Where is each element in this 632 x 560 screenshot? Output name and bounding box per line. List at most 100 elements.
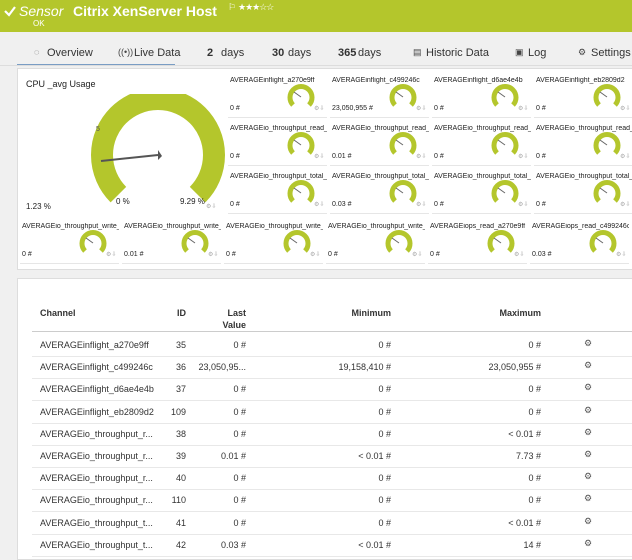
main-gauge — [91, 94, 225, 203]
channel-settings-icon[interactable]: ⚙ — [584, 537, 593, 548]
gauge-label: AVERAGEio_throughput_total_ — [230, 173, 327, 180]
channel-name: AVERAGEio_throughput_t... — [40, 517, 153, 528]
gauge-dial — [385, 230, 413, 253]
flag-icon[interactable]: ⚐ — [228, 2, 237, 12]
gauge-cell: AVERAGEio_throughput_total_ 0 # ⚙⇩ — [432, 169, 531, 214]
gauge-dial — [389, 84, 417, 107]
cell-value: 0 # — [233, 473, 246, 484]
channel-settings-icon[interactable]: ⚙ — [584, 471, 593, 482]
gauge-label: AVERAGEinflight_eb2809d2 — [536, 77, 625, 84]
channel-settings-icon[interactable]: ⚙ — [584, 515, 593, 526]
column-header[interactable]: Maximum — [499, 308, 541, 318]
cell-value: 0 # — [528, 495, 541, 506]
tab-label[interactable]: Historic Data — [426, 47, 489, 59]
channel-settings-icon[interactable]: ⚙ — [584, 338, 593, 348]
gauge-options: ⚙⇩ — [314, 154, 325, 160]
gauge-cell: AVERAGEio_throughput_write_ 0.01 # ⚙⇩ — [122, 219, 221, 264]
channel-settings-icon[interactable]: ⚙ — [584, 382, 593, 393]
channel-name: AVERAGEinflight_d6ae4e4b — [40, 384, 154, 395]
gauge-dial — [287, 84, 315, 107]
gauge-label: AVERAGEio_throughput_read_ — [434, 125, 531, 132]
gauge-value: 0 # — [22, 251, 32, 258]
gauge-value: 0 # — [536, 105, 546, 112]
gauge-dial — [593, 180, 621, 203]
tab-label[interactable]: days — [358, 47, 382, 59]
main-gauge-title: CPU _avg Usage — [26, 79, 96, 89]
cell-value: 0 # — [378, 428, 391, 439]
cell-value: 0 # — [528, 473, 541, 484]
column-header[interactable]: ID — [177, 308, 186, 318]
column-header[interactable]: Last Value — [222, 308, 246, 330]
gauge-dial — [79, 230, 107, 253]
cell-value: 0 # — [233, 340, 246, 350]
channel-settings-icon[interactable]: ⚙ — [584, 426, 593, 437]
gauge-cell: AVERAGEinflight_a270e9ff 0 # ⚙⇩ — [228, 73, 327, 118]
gauge-cell: AVERAGEio_throughput_total_ 0.03 # ⚙⇩ — [330, 169, 429, 214]
gauge-dial — [389, 132, 417, 155]
cell-value: < 0.01 # — [358, 539, 391, 550]
gauge-label: AVERAGEio_throughput_write_ — [226, 223, 323, 230]
column-header[interactable]: Minimum — [351, 308, 392, 318]
gauge-label: AVERAGEio_throughput_total_ — [332, 173, 429, 180]
gauge-value: 0 # — [434, 153, 444, 160]
gauge-options: ⚙⇩ — [518, 202, 529, 208]
tab-label[interactable]: 30 — [272, 47, 285, 59]
channel-settings-icon[interactable]: ⚙ — [584, 493, 593, 504]
table-row — [32, 467, 632, 491]
gauge-options: ⚙⇩ — [620, 154, 631, 160]
cell-value: 39 — [175, 451, 186, 461]
cell-value: 40 — [175, 473, 186, 484]
table-row — [32, 423, 632, 446]
table-row — [32, 378, 632, 402]
cell-value: 14 # — [523, 539, 541, 550]
channel-settings-icon[interactable]: ⚙ — [584, 404, 593, 415]
gauge-dial — [491, 132, 519, 155]
cell-value: 36 — [175, 362, 186, 373]
cell-value: 37 — [175, 384, 186, 395]
gauge-value: 0 # — [536, 201, 546, 208]
tab-label[interactable]: days — [221, 47, 245, 59]
tab-label[interactable]: Settings — [591, 47, 631, 59]
gauge-label: AVERAGEio_throughput_write_ — [328, 223, 425, 230]
cell-value: 109 — [170, 406, 186, 417]
gauge-options: ⚙⇩ — [412, 252, 423, 258]
gauge-cell: AVERAGEiops_read_c499246c 0.03 # ⚙⇩ — [530, 219, 629, 264]
priority-stars[interactable]: ★★★☆☆ — [238, 2, 274, 12]
status: OK — [33, 19, 45, 28]
gauge-value: 0 # — [328, 251, 338, 258]
channel-settings-icon[interactable]: ⚙ — [584, 360, 593, 371]
cell-value: 23,050,95... — [198, 362, 246, 373]
cell-value: < 0.01 # — [358, 451, 391, 461]
tab-label[interactable]: Live Data — [134, 47, 181, 59]
channel-settings-icon[interactable]: ⚙ — [584, 449, 593, 459]
gauge-options: ⚙⇩ — [314, 202, 325, 208]
tab-label[interactable]: 2 — [207, 47, 214, 59]
sensor-kind: Sensor — [19, 3, 64, 19]
gauge-cell: AVERAGEio_throughput_read_ 0.01 # ⚙⇩ — [330, 121, 429, 166]
column-header[interactable]: Channel — [40, 308, 76, 318]
cell-value: 0 # — [378, 384, 391, 395]
table-row — [32, 445, 632, 468]
cell-value: 0 # — [378, 340, 391, 350]
gauge-cell: AVERAGEio_throughput_total_ 0 # ⚙⇩ — [534, 169, 632, 214]
gauge-label: AVERAGEiops_read_c499246c — [532, 223, 629, 230]
tab-icon: ◌ — [34, 47, 40, 57]
cell-value: 23,050,955 # — [488, 362, 541, 373]
tab-label[interactable]: Log — [528, 47, 547, 59]
gauge-options: ⚙⇩ — [620, 202, 631, 208]
gauge-value: 23,050,955 # — [332, 105, 373, 112]
gauge-cell: AVERAGEiops_read_a270e9ff 0 # ⚙⇩ — [428, 219, 527, 264]
gauge-value: 0 # — [230, 201, 240, 208]
tab-label[interactable]: days — [288, 47, 312, 59]
tab-label[interactable]: 365 — [338, 47, 357, 59]
gauge-dial — [491, 180, 519, 203]
cell-value: 0 # — [528, 406, 541, 417]
cell-value: 7.73 # — [515, 451, 541, 461]
gauge-label: AVERAGEio_throughput_read_ — [230, 125, 327, 132]
check-icon — [4, 6, 16, 17]
gauge-label: AVERAGEinflight_c499246c — [332, 77, 420, 84]
table-row — [32, 356, 632, 380]
gauge-dial — [487, 230, 515, 253]
gauge-value: 0 # — [226, 251, 236, 258]
tab-label[interactable]: Overview — [47, 47, 93, 59]
